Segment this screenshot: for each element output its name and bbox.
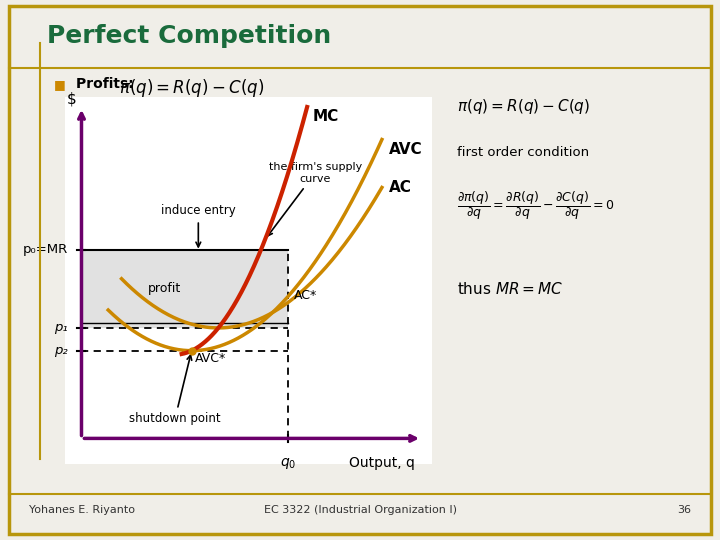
Text: 36: 36 — [678, 505, 691, 515]
Text: $\dfrac{\partial\pi(q)}{\partial q}=\dfrac{\partial R(q)}{\partial q}-\dfrac{\pa: $\dfrac{\partial\pi(q)}{\partial q}=\dfr… — [457, 189, 614, 222]
Text: AVC: AVC — [389, 142, 422, 157]
Text: AC*: AC* — [294, 289, 317, 302]
Text: AC: AC — [389, 180, 411, 195]
Text: induce entry: induce entry — [161, 205, 235, 247]
Text: thus $MR=MC$: thus $MR=MC$ — [457, 281, 564, 297]
Text: AVC*: AVC* — [195, 352, 226, 365]
Text: $\pi\left(q\right)=R\left(q\right)-C\left(q\right)$: $\pi\left(q\right)=R\left(q\right)-C\lef… — [119, 77, 264, 99]
Text: p₁: p₁ — [55, 321, 68, 334]
Text: $q_0$: $q_0$ — [280, 456, 297, 471]
Text: Output, q: Output, q — [349, 456, 415, 470]
Text: EC 3322 (Industrial Organization I): EC 3322 (Industrial Organization I) — [264, 505, 456, 515]
Text: $\pi\left(q\right)=R\left(q\right)-C\left(q\right)$: $\pi\left(q\right)=R\left(q\right)-C\lef… — [457, 97, 590, 116]
Text: ■: ■ — [54, 78, 66, 91]
Polygon shape — [81, 250, 289, 328]
Text: the firm's supply
curve: the firm's supply curve — [268, 162, 361, 236]
Text: Perfect Competition: Perfect Competition — [47, 24, 331, 48]
Text: MC: MC — [312, 109, 338, 124]
Text: p₀=MR: p₀=MR — [23, 244, 68, 256]
Text: profit: profit — [148, 282, 181, 295]
Text: Yohanes E. Riyanto: Yohanes E. Riyanto — [29, 505, 135, 515]
Text: Profits:: Profits: — [76, 77, 138, 91]
Text: p₂: p₂ — [55, 344, 68, 357]
Text: $: $ — [67, 92, 76, 107]
Text: first order condition: first order condition — [457, 146, 590, 159]
Text: shutdown point: shutdown point — [129, 355, 221, 426]
